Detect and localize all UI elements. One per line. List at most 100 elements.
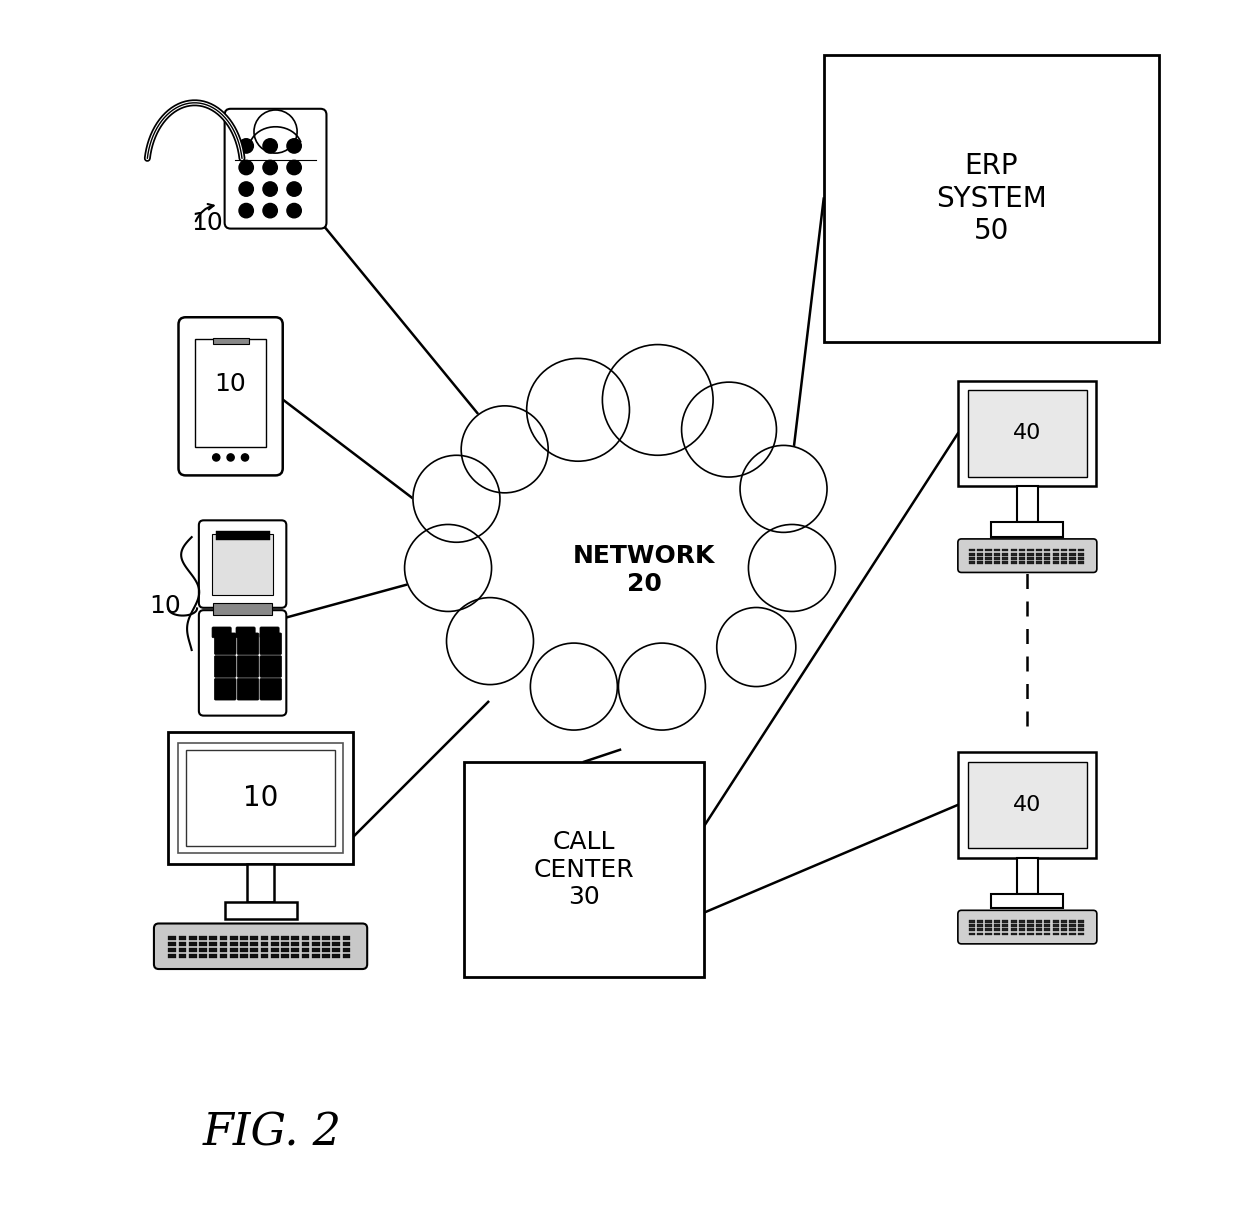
Bar	[968, 390, 1086, 476]
Bar	[1078, 553, 1084, 555]
Bar	[993, 932, 1001, 936]
Bar	[179, 936, 186, 941]
Circle shape	[749, 525, 836, 611]
Bar	[213, 604, 272, 614]
Bar	[188, 954, 196, 959]
Bar	[977, 932, 983, 936]
Bar	[993, 928, 1001, 931]
Bar	[1035, 925, 1042, 927]
Bar	[1053, 920, 1059, 922]
Bar	[1069, 553, 1075, 555]
Circle shape	[682, 382, 776, 478]
Bar	[1035, 558, 1042, 560]
Bar	[1002, 549, 1008, 551]
Bar	[1061, 925, 1068, 927]
Bar	[1053, 553, 1059, 555]
FancyBboxPatch shape	[260, 633, 281, 654]
Bar	[1069, 925, 1075, 927]
FancyBboxPatch shape	[215, 679, 236, 701]
Bar	[167, 732, 353, 864]
Bar	[281, 942, 289, 947]
Bar	[1069, 920, 1075, 922]
Circle shape	[212, 453, 219, 461]
Bar	[1011, 558, 1017, 560]
Bar	[959, 753, 1096, 858]
Bar	[179, 954, 186, 959]
Bar	[968, 932, 975, 936]
Bar	[1035, 549, 1042, 551]
Circle shape	[286, 204, 301, 218]
Bar	[1028, 920, 1034, 922]
Bar	[1069, 561, 1075, 564]
Bar	[993, 549, 1001, 551]
Bar	[977, 928, 983, 931]
Bar	[1078, 558, 1084, 560]
FancyBboxPatch shape	[154, 924, 367, 970]
Circle shape	[239, 138, 253, 153]
Bar	[993, 553, 1001, 555]
Bar	[1002, 932, 1008, 936]
Bar	[179, 948, 186, 953]
Bar	[291, 942, 299, 947]
Bar	[1061, 558, 1068, 560]
Bar	[986, 925, 992, 927]
Bar	[1002, 558, 1008, 560]
Bar	[986, 549, 992, 551]
Bar	[188, 948, 196, 953]
Bar	[219, 942, 227, 947]
FancyBboxPatch shape	[179, 318, 283, 475]
Circle shape	[286, 160, 301, 175]
Bar	[219, 936, 227, 941]
Bar	[1028, 549, 1034, 551]
Bar	[241, 948, 248, 953]
Circle shape	[263, 204, 278, 218]
Circle shape	[239, 160, 253, 175]
Bar	[195, 339, 265, 447]
Bar	[1019, 558, 1025, 560]
Bar	[322, 942, 330, 947]
Bar	[1078, 925, 1084, 927]
Bar	[986, 558, 992, 560]
Bar	[311, 948, 320, 953]
Bar	[1011, 553, 1017, 555]
Circle shape	[404, 525, 491, 611]
Bar	[291, 936, 299, 941]
Circle shape	[254, 110, 298, 153]
Bar	[1078, 932, 1084, 936]
Bar	[1044, 558, 1050, 560]
Bar	[270, 936, 279, 941]
Bar	[179, 743, 342, 853]
Bar	[993, 558, 1001, 560]
Bar	[986, 928, 992, 931]
Bar	[977, 925, 983, 927]
Bar	[342, 942, 350, 947]
FancyBboxPatch shape	[215, 633, 236, 654]
Text: 10: 10	[191, 211, 222, 235]
Bar	[977, 549, 983, 551]
FancyBboxPatch shape	[215, 656, 236, 678]
Text: 40: 40	[1013, 795, 1042, 814]
Bar	[968, 549, 975, 551]
Bar	[224, 902, 296, 919]
Bar	[1078, 928, 1084, 931]
Bar	[977, 561, 983, 564]
Bar	[993, 920, 1001, 922]
Bar	[229, 942, 238, 947]
Bar	[342, 948, 350, 953]
Bar	[1053, 928, 1059, 931]
Bar	[1035, 932, 1042, 936]
Bar	[260, 954, 268, 959]
Text: 10: 10	[215, 372, 247, 396]
Text: FIG. 2: FIG. 2	[203, 1111, 342, 1155]
FancyBboxPatch shape	[237, 656, 259, 678]
Circle shape	[717, 607, 796, 686]
Bar	[200, 942, 207, 947]
Bar	[1011, 549, 1017, 551]
Text: NETWORK
20: NETWORK 20	[573, 544, 715, 596]
Bar	[1053, 561, 1059, 564]
Circle shape	[242, 453, 248, 461]
Bar	[986, 920, 992, 922]
Bar	[291, 948, 299, 953]
Bar	[968, 920, 975, 922]
Bar	[216, 531, 269, 539]
